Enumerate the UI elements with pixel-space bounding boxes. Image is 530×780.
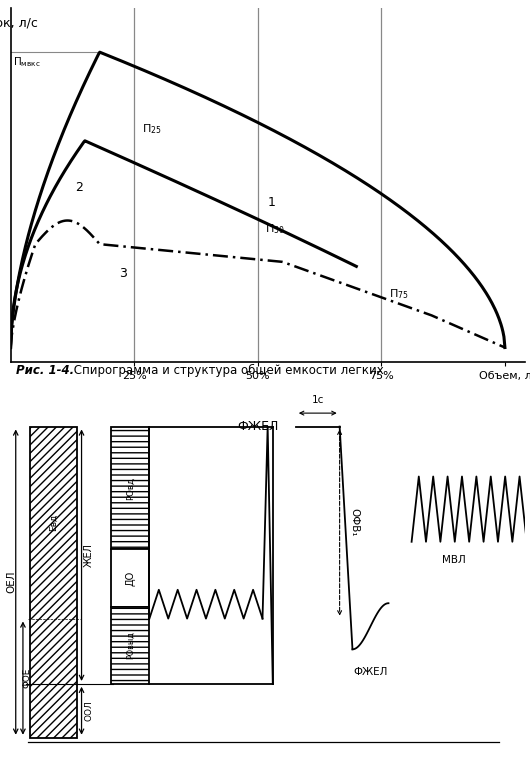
Text: 1с: 1с (312, 395, 324, 406)
Text: 2: 2 (75, 181, 83, 194)
Text: ФОЕ: ФОЕ (22, 668, 31, 688)
Text: РОвыд: РОвыд (126, 632, 135, 659)
Bar (30, 427, 77, 738)
Text: 3: 3 (119, 267, 127, 280)
Text: МВЛ: МВЛ (442, 555, 466, 565)
Text: Спирограмма и структура общей емкости легких: Спирограмма и структура общей емкости ле… (70, 363, 384, 377)
Bar (111, 607, 149, 684)
Text: РОвд: РОвд (126, 477, 135, 499)
Text: ООЛ: ООЛ (84, 700, 93, 722)
Text: Евд: Евд (49, 514, 58, 531)
Text: $\Pi_{25}$: $\Pi_{25}$ (142, 122, 161, 136)
Text: ОФВ₁: ОФВ₁ (349, 509, 359, 537)
Text: ФЖЕЛ: ФЖЕЛ (237, 420, 278, 433)
Text: 1: 1 (268, 196, 276, 209)
Text: $\Pi_{50}$: $\Pi_{50}$ (265, 222, 285, 236)
Bar (111, 549, 149, 607)
Text: $\Pi_{\rm мвкс}$: $\Pi_{\rm мвкс}$ (13, 55, 41, 69)
Text: $\Pi_{75}$: $\Pi_{75}$ (389, 287, 409, 301)
Text: ДО: ДО (125, 571, 135, 586)
Text: ФЖЕЛ: ФЖЕЛ (354, 667, 387, 676)
Bar (111, 427, 149, 549)
Text: ОЕЛ: ОЕЛ (6, 571, 16, 594)
Text: Рис. 1-4.: Рис. 1-4. (16, 363, 74, 377)
Text: ЖЕЛ: ЖЕЛ (84, 544, 94, 567)
Text: Поток, л/с: Поток, л/с (0, 16, 38, 30)
